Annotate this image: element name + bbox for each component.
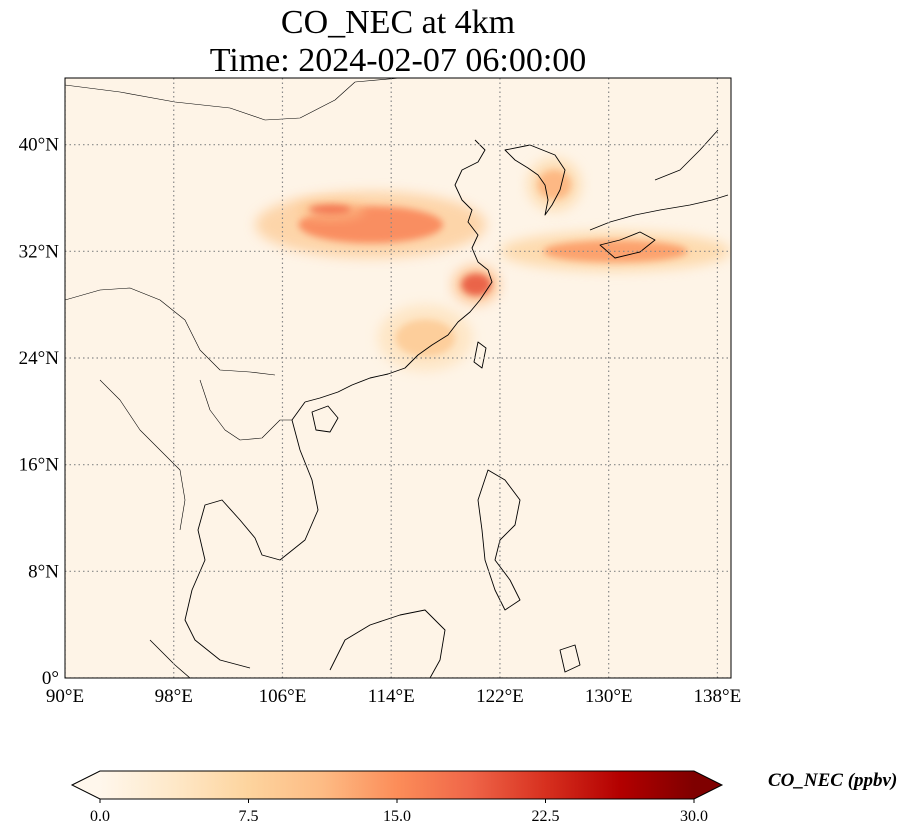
plume-core-korea-peninsula: [537, 169, 572, 200]
colorbar-tick-label: 30.0: [680, 808, 708, 825]
lon-tick-label: 98°E: [155, 686, 193, 707]
map-frame: [64, 77, 732, 679]
plume-core-central-china-core: [308, 204, 352, 215]
plume-core-se-china-coast: [395, 319, 455, 357]
lat-tick-label: 16°N: [19, 455, 60, 476]
lon-tick-label: 114°E: [368, 686, 415, 707]
lon-axis: 90°E 98°E 106°E 114°E 122°E 130°E 138°E: [46, 686, 741, 707]
colorbar: 0.0 7.5 15.0 22.5 30.0: [70, 770, 724, 825]
lon-tick-label: 138°E: [694, 686, 742, 707]
lon-tick-label: 122°E: [476, 686, 524, 707]
colorbar-title: CO_NEC (ppbv): [768, 770, 898, 791]
map-area: [65, 78, 731, 678]
lon-tick-label: 106°E: [259, 686, 307, 707]
colorbar-tick-label: 0.0: [90, 808, 110, 825]
lat-tick-label: 8°N: [28, 561, 59, 582]
lat-tick-label: 32°N: [19, 241, 60, 262]
lon-tick-label: 90°E: [46, 686, 84, 707]
title-line-2: Time: 2024-02-07 06:00:00: [209, 42, 587, 79]
concentration-field: [255, 158, 731, 372]
map-background: [65, 78, 731, 678]
colorbar-extend-high: [694, 771, 722, 799]
colorbar-gradient: [100, 771, 694, 799]
colorbar-tick-label: 22.5: [532, 808, 560, 825]
lat-tick-label: 40°N: [19, 135, 60, 156]
plume-core-yangtze-delta: [461, 273, 492, 296]
colorbar-tick-label: 15.0: [383, 808, 411, 825]
title-line-1: CO_NEC at 4km: [280, 4, 516, 41]
lat-axis: 0° 8°N 16°N 24°N 32°N 40°N: [19, 135, 60, 689]
gridlines: [65, 78, 731, 678]
lon-tick-label: 130°E: [585, 686, 633, 707]
lat-tick-label: 0°: [42, 668, 59, 689]
map-title: CO_NEC at 4km Time: 2024-02-07 06:00:00: [65, 4, 731, 80]
lat-tick-label: 24°N: [19, 348, 60, 369]
colorbar-tick-label: 7.5: [239, 808, 259, 825]
coastlines: [65, 78, 729, 678]
colorbar-extend-low: [72, 771, 100, 799]
colorbar-ticks: 0.0 7.5 15.0 22.5 30.0: [90, 799, 708, 825]
